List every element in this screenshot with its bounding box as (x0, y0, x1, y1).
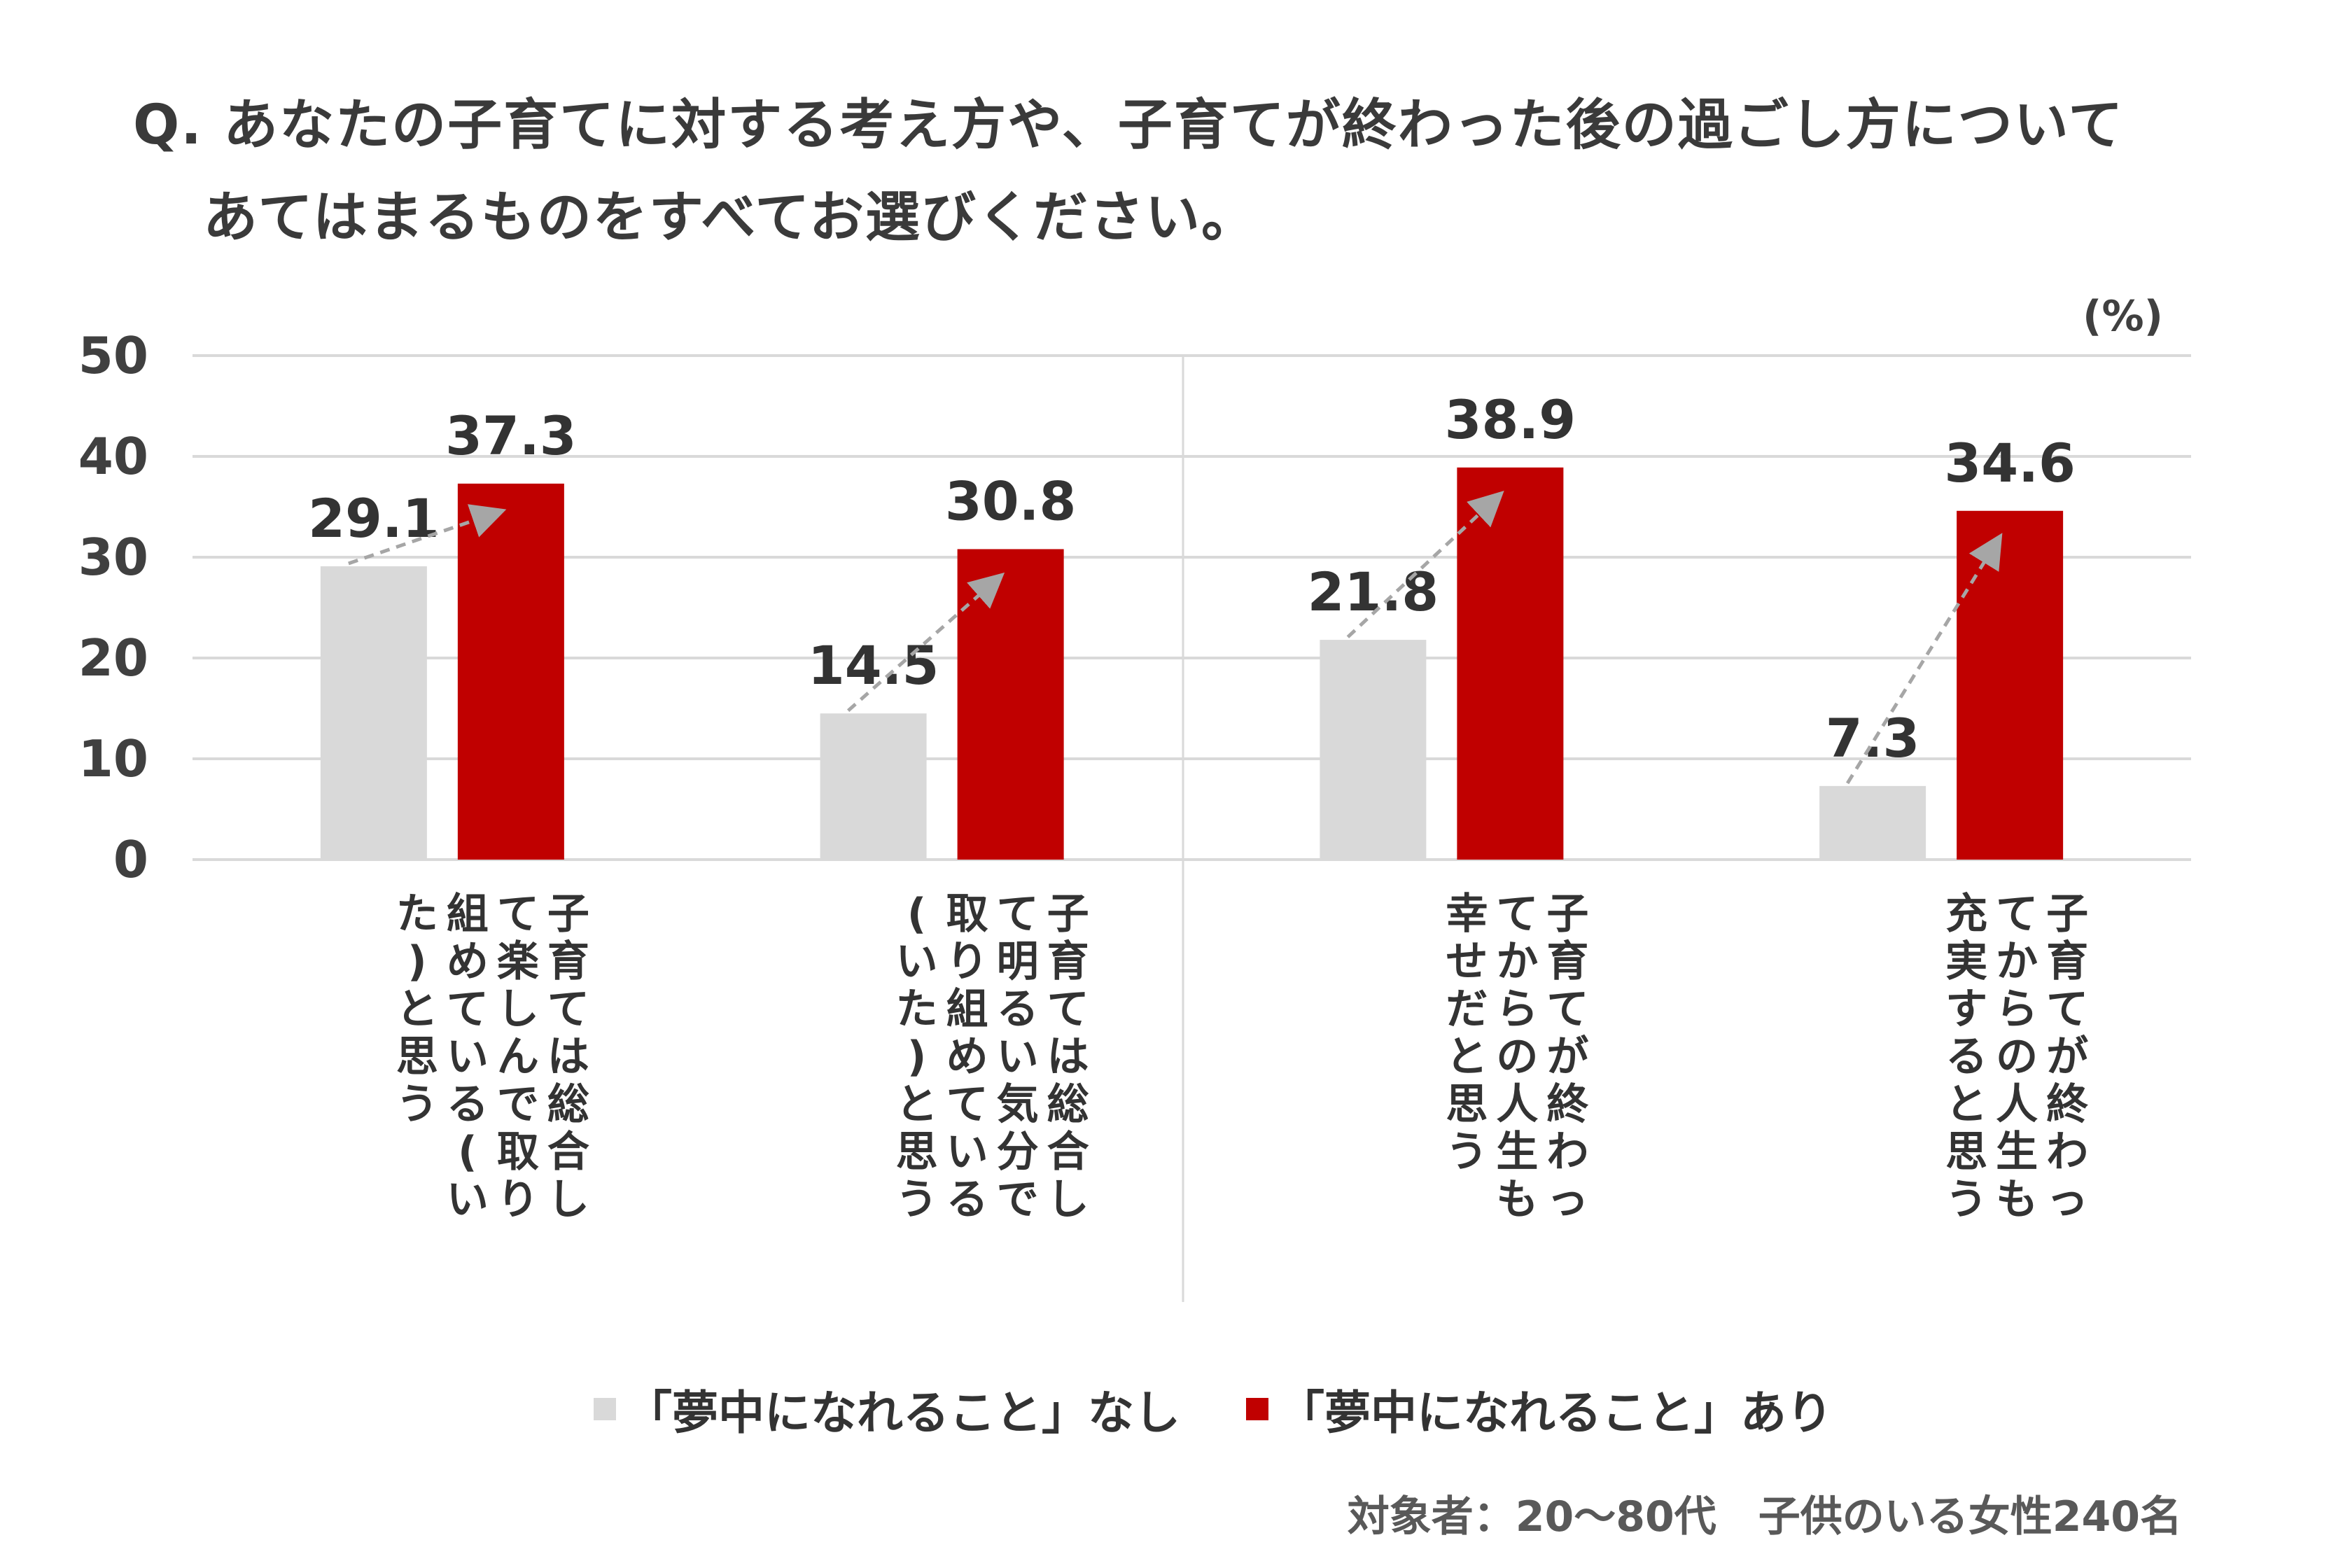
data-label-with: 30.8 (945, 470, 1077, 532)
data-label-with: 37.3 (445, 405, 577, 467)
bar-without (1320, 640, 1427, 860)
y-tick-label: 50 (78, 326, 148, 385)
bar-without (820, 713, 927, 860)
legend-item-without: 「夢中になれること」なし (594, 1376, 1180, 1443)
legend-swatch-without (594, 1398, 616, 1420)
bar-with (957, 549, 1064, 860)
bar-with (1457, 467, 1564, 860)
chart-title-line-2: あてはまるものをすべてお選びください。 (203, 186, 1257, 249)
legend-item-with: 「夢中になれること」あり (1246, 1376, 1833, 1443)
unit-label: (%) (2083, 292, 2163, 341)
bar-without (320, 566, 427, 860)
change-arrow (1845, 533, 2003, 785)
category-label-line: てからの人生も (1496, 890, 1538, 1224)
chart-title-line-1: Q. あなたの子育てに対する考え方や、子育てが終わった後の過ごし方について (133, 94, 2125, 157)
category-label-line: 子育ては総合し (547, 890, 589, 1224)
category-label-line: 子育ては総合し (1047, 890, 1089, 1224)
bar-with (457, 483, 564, 860)
category-label-line: 充実すると思う (1945, 890, 1987, 1224)
data-label-with: 34.6 (1944, 432, 2076, 494)
category-label-line: て明るい気分で (997, 890, 1039, 1224)
category-label-line: た)と思う (396, 890, 438, 1129)
category-label-line: 子育てが終わっ (2046, 890, 2088, 1224)
legend-swatch-with (1246, 1398, 1268, 1420)
y-tick-label: 10 (78, 729, 148, 788)
legend-label-with: 「夢中になれること」あり (1278, 1386, 1833, 1440)
category-label-line: て楽しんで取り (497, 890, 539, 1224)
footnote: 対象者：20～80代 子供のいる女性240名 (1347, 1492, 2182, 1541)
y-tick-label: 0 (113, 830, 148, 889)
y-tick-label: 40 (78, 427, 148, 486)
bar-without (1819, 785, 1926, 860)
category-label-line: てからの人生も (1996, 890, 2038, 1224)
y-tick-label: 30 (78, 528, 148, 587)
category-label-line: 子育てが終わっ (1546, 890, 1588, 1224)
change-arrow (1346, 491, 1504, 638)
category-label-line: 取り組めている (946, 890, 988, 1224)
category-label-line: 組めている(い (447, 890, 489, 1224)
change-arrow (846, 572, 1005, 713)
category-label-line: 幸せだと思う (1446, 890, 1488, 1177)
category-label-line: (いた)と思う (896, 890, 938, 1224)
legend-label-without: 「夢中になれること」なし (626, 1386, 1180, 1440)
bar-with (1957, 510, 2064, 860)
data-label-without: 7.3 (1826, 707, 1920, 769)
y-tick-label: 20 (78, 629, 148, 687)
data-label-with: 38.9 (1445, 388, 1576, 451)
